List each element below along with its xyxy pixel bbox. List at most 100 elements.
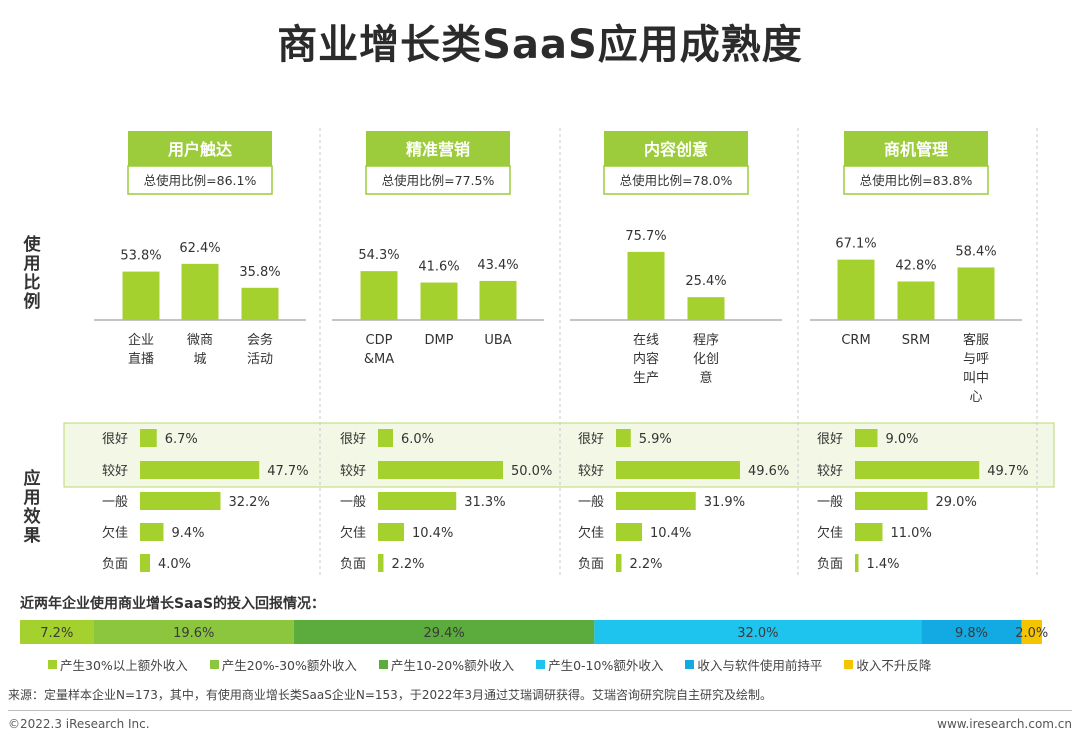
effect-bar [378,492,457,510]
legend-label: 产生0-10%额外收入 [548,658,664,673]
roi-segment [293,620,595,644]
usage-bar [122,271,160,320]
effect-value-label: 6.7% [165,432,198,447]
effect-value-label: 49.7% [987,464,1028,479]
effect-bar [378,461,503,479]
effect-value-label: 31.9% [704,495,745,510]
roi-segment [93,620,294,644]
usage-category-label: 直播 [128,352,154,367]
usage-bar [837,259,875,320]
usage-value-label: 53.8% [120,249,161,264]
effect-bar [616,554,622,572]
usage-bar [687,297,725,320]
roi-segment-label: 19.6% [173,626,214,641]
roi-segment [921,620,1022,644]
effect-value-label: 9.4% [172,526,205,541]
effect-bar [140,461,260,479]
roi-chart-title: 近两年企业使用商业增长SaaS的投入回报情况： [20,596,326,612]
usage-value-label: 75.7% [625,229,666,244]
effect-value-label: 2.2% [630,557,663,572]
legend-item: 产生0-10%额外收入 [536,655,663,674]
usage-category-label: 微商 [187,333,213,348]
effect-category-label: 一般 [578,494,604,510]
total-usage-box [365,165,511,195]
effect-bar [855,554,859,572]
legend-swatch [48,660,57,669]
effect-value-label: 5.9% [639,432,672,447]
usage-value-label: 58.4% [955,244,996,259]
effect-category-label: 较好 [340,464,366,479]
effect-value-label: 9.0% [886,432,919,447]
usage-category-label: CDP [366,333,393,348]
roi-segment-label: 9.8% [955,626,988,641]
usage-category-label: CRM [841,333,870,348]
usage-value-label: 35.8% [239,265,280,280]
usage-value-label: 41.6% [418,260,459,275]
effect-category-label: 欠佳 [102,525,128,541]
usage-row-label: 使用比例 [23,235,41,312]
effect-row-label: 应用效果 [23,469,41,546]
effect-category-label: 一般 [817,494,843,510]
effect-category-label: 很好 [817,432,843,447]
group-header [366,131,510,166]
group-header [128,131,272,166]
legend-label: 产生30%以上额外收入 [60,658,188,673]
effect-category-label: 负面 [102,557,128,572]
usage-value-label: 25.4% [685,274,726,289]
usage-bar [897,281,935,320]
usage-category-label: 企业 [128,332,154,348]
effect-bar [140,523,164,541]
effect-category-label: 欠佳 [817,525,843,541]
group-header-label: 精准营销 [406,140,470,159]
usage-category-label: 内容 [633,351,659,367]
effect-category-label: 负面 [578,557,604,572]
roi-segment [594,620,922,644]
total-usage-box [127,165,273,195]
effect-bar [140,492,221,510]
group-header [844,131,988,166]
legend-swatch [378,660,388,669]
usage-bar [479,280,517,320]
usage-category-label: &MA [364,352,394,367]
legend-label: 产生20%-30%额外收入 [221,658,357,673]
effect-category-label: 较好 [578,464,604,479]
usage-bar [241,287,279,320]
group-header-label: 用户触达 [168,140,232,159]
effect-bar [616,429,631,447]
effect-category-label: 很好 [340,432,366,447]
group-header [604,131,748,166]
effect-category-label: 较好 [817,464,843,479]
roi-segment-label: 29.4% [423,626,464,641]
legend-item: 产生30%以上额外收入 [48,655,188,674]
effect-category-label: 较好 [102,464,128,479]
usage-category-label: DMP [424,333,453,348]
total-usage-label: 总使用比例=83.8% [860,173,973,188]
usage-bar [360,271,398,320]
usage-category-label: 与呼 [963,352,989,367]
usage-category-label: 会务 [247,332,273,348]
roi-segment-label: 2.0% [1015,626,1048,641]
effect-category-label: 负面 [340,557,366,572]
effect-value-label: 11.0% [891,526,932,541]
effect-category-label: 很好 [102,432,128,447]
legend-swatch [685,660,695,669]
roi-segment [1021,620,1042,644]
group-header-label: 内容创意 [644,140,708,159]
effect-bar [616,523,642,541]
usage-value-label: 42.8% [895,258,936,273]
effect-category-label: 一般 [340,494,366,510]
effect-bar [855,492,928,510]
effect-value-label: 1.4% [867,557,900,572]
total-usage-label: 总使用比例=86.1% [144,173,257,188]
legend-label: 收入不升反降 [856,658,932,673]
usage-bar [627,251,665,320]
website-link[interactable]: www.iresearch.com.cn [937,717,1072,731]
effect-value-label: 47.7% [267,464,308,479]
legend-item: 产生10-20%额外收入 [378,655,514,674]
effect-category-label: 很好 [578,432,604,447]
effect-value-label: 32.2% [229,495,270,510]
usage-value-label: 43.4% [477,258,518,273]
legend-swatch [844,660,854,669]
usage-category-label: 化创 [693,352,719,367]
